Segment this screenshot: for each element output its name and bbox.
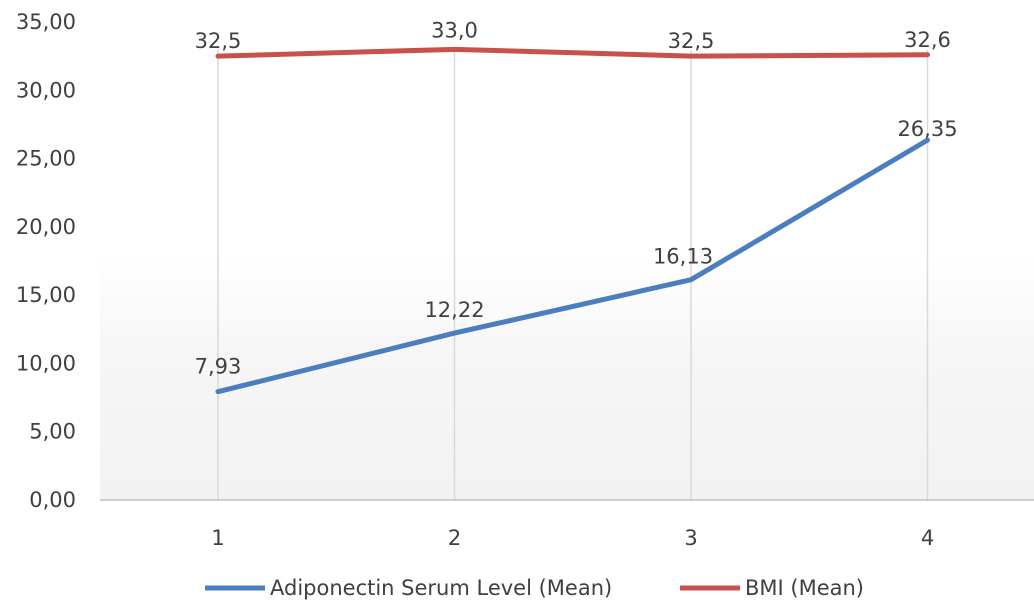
series-line-adiponectin <box>215 137 930 395</box>
x-tick-label: 1 <box>211 526 224 550</box>
data-label: 32,6 <box>904 28 951 52</box>
y-tick-label: 30,00 <box>16 78 76 102</box>
x-tick-label: 3 <box>684 526 697 550</box>
data-label: 32,5 <box>195 29 242 53</box>
data-label: 32,5 <box>668 29 715 53</box>
y-tick-label: 0,00 <box>29 488 76 512</box>
legend-item-bmi: BMI (Mean) <box>680 576 864 600</box>
data-label: 16,13 <box>653 245 713 269</box>
y-tick-label: 25,00 <box>16 147 76 171</box>
data-label: 12,22 <box>424 298 484 322</box>
x-tick-label: 2 <box>448 526 461 550</box>
x-tick-label: 4 <box>921 526 934 550</box>
data-label: 33,0 <box>431 18 478 42</box>
y-tick-label: 20,00 <box>16 215 76 239</box>
data-labels: 7,93 12,22 16,13 26,35 32,5 33,0 32,5 32,6 <box>195 18 958 378</box>
legend-label: Adiponectin Serum Level (Mean) <box>270 576 612 600</box>
plot-background <box>100 255 1034 500</box>
data-label: 26,35 <box>897 117 957 141</box>
y-tick-label: 10,00 <box>16 351 76 375</box>
data-label: 7,93 <box>195 355 242 379</box>
grid <box>217 50 929 500</box>
legend-item-adiponectin: Adiponectin Serum Level (Mean) <box>205 576 612 600</box>
legend-label: BMI (Mean) <box>745 576 864 600</box>
series <box>215 46 930 395</box>
series-line-bmi <box>215 46 930 59</box>
y-tick-label: 5,00 <box>29 420 76 444</box>
y-tick-label: 35,00 <box>16 10 76 34</box>
legend: Adiponectin Serum Level (Mean) BMI (Mean) <box>205 576 864 600</box>
y-tick-label: 15,00 <box>16 283 76 307</box>
